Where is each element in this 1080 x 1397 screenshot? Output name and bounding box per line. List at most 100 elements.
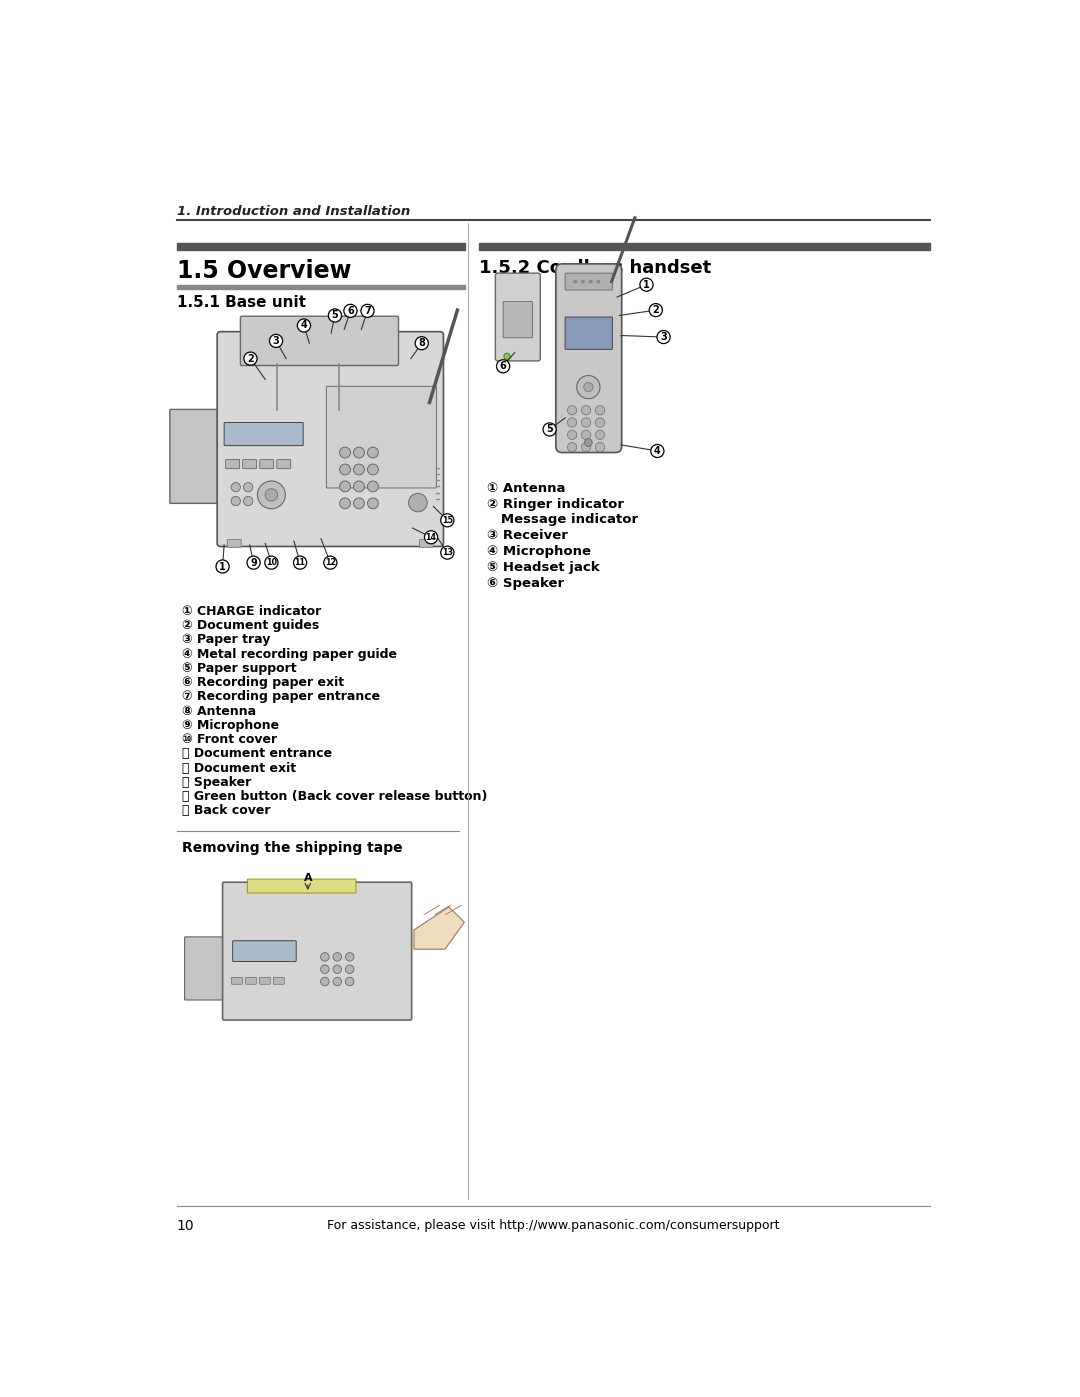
Circle shape xyxy=(361,305,374,317)
Circle shape xyxy=(257,481,285,509)
Text: 1.5.1 Base unit: 1.5.1 Base unit xyxy=(177,295,306,310)
Text: 7: 7 xyxy=(364,306,370,316)
Text: ⑦ Recording paper entrance: ⑦ Recording paper entrance xyxy=(181,690,380,704)
Text: 4: 4 xyxy=(654,446,661,455)
Polygon shape xyxy=(414,907,464,949)
Circle shape xyxy=(567,443,577,451)
Text: ⑨ Microphone: ⑨ Microphone xyxy=(181,719,279,732)
FancyBboxPatch shape xyxy=(276,460,291,469)
Circle shape xyxy=(339,464,350,475)
Circle shape xyxy=(367,481,378,492)
Text: 1.5 Overview: 1.5 Overview xyxy=(177,258,351,282)
Text: ④ Metal recording paper guide: ④ Metal recording paper guide xyxy=(181,648,396,661)
Circle shape xyxy=(573,279,577,284)
Text: 9: 9 xyxy=(251,557,257,567)
FancyBboxPatch shape xyxy=(226,460,240,469)
Circle shape xyxy=(216,560,229,573)
Text: 14: 14 xyxy=(426,532,436,542)
FancyBboxPatch shape xyxy=(227,539,241,548)
FancyBboxPatch shape xyxy=(419,539,433,548)
FancyBboxPatch shape xyxy=(259,978,270,985)
Circle shape xyxy=(346,978,354,986)
Circle shape xyxy=(328,309,341,323)
Text: ④ Microphone: ④ Microphone xyxy=(487,545,591,557)
FancyBboxPatch shape xyxy=(232,940,296,961)
Text: ⑩ Front cover: ⑩ Front cover xyxy=(181,733,276,746)
Circle shape xyxy=(567,405,577,415)
Bar xyxy=(480,243,930,250)
Circle shape xyxy=(321,965,329,974)
Circle shape xyxy=(367,447,378,458)
Text: ⑮ Back cover: ⑮ Back cover xyxy=(181,805,270,817)
Circle shape xyxy=(321,978,329,986)
Text: 6: 6 xyxy=(500,362,507,372)
Text: ⑤ Paper support: ⑤ Paper support xyxy=(181,662,296,675)
FancyBboxPatch shape xyxy=(247,879,356,893)
Circle shape xyxy=(333,965,341,974)
Bar xyxy=(177,243,465,250)
FancyBboxPatch shape xyxy=(225,422,303,446)
Circle shape xyxy=(567,418,577,427)
Circle shape xyxy=(640,278,653,291)
Circle shape xyxy=(584,439,592,447)
Circle shape xyxy=(266,489,278,502)
Text: 13: 13 xyxy=(442,548,453,557)
Circle shape xyxy=(543,423,556,436)
Text: ⑭ Green button (Back cover release button): ⑭ Green button (Back cover release butto… xyxy=(181,791,487,803)
Circle shape xyxy=(567,430,577,440)
Circle shape xyxy=(589,279,593,284)
Text: 10: 10 xyxy=(266,559,276,567)
Circle shape xyxy=(657,331,670,344)
Circle shape xyxy=(367,464,378,475)
Circle shape xyxy=(353,447,364,458)
Circle shape xyxy=(595,443,605,451)
FancyBboxPatch shape xyxy=(556,264,622,453)
Text: 11: 11 xyxy=(295,559,306,567)
Text: ⑧ Antenna: ⑧ Antenna xyxy=(181,704,256,718)
Circle shape xyxy=(324,556,337,569)
Circle shape xyxy=(577,376,600,398)
Text: ⑥ Speaker: ⑥ Speaker xyxy=(487,577,564,590)
Text: ② Document guides: ② Document guides xyxy=(181,619,319,633)
Text: ① Antenna: ① Antenna xyxy=(487,482,565,495)
Text: For assistance, please visit http://www.panasonic.com/consumersupport: For assistance, please visit http://www.… xyxy=(327,1218,780,1232)
FancyBboxPatch shape xyxy=(273,978,284,985)
Circle shape xyxy=(651,444,664,458)
Text: A: A xyxy=(303,873,312,883)
Circle shape xyxy=(346,953,354,961)
Circle shape xyxy=(497,360,510,373)
Circle shape xyxy=(353,481,364,492)
Circle shape xyxy=(346,965,354,974)
Circle shape xyxy=(339,497,350,509)
FancyBboxPatch shape xyxy=(245,978,256,985)
Text: 1: 1 xyxy=(643,279,650,289)
Text: ⑤ Headset jack: ⑤ Headset jack xyxy=(487,560,599,574)
Circle shape xyxy=(333,978,341,986)
FancyBboxPatch shape xyxy=(565,317,612,349)
Circle shape xyxy=(339,447,350,458)
Text: ⑫ Document exit: ⑫ Document exit xyxy=(181,761,296,775)
Circle shape xyxy=(243,496,253,506)
FancyBboxPatch shape xyxy=(170,409,227,503)
Circle shape xyxy=(265,556,278,569)
Circle shape xyxy=(596,279,600,284)
Circle shape xyxy=(297,319,311,332)
FancyBboxPatch shape xyxy=(496,274,540,360)
Text: 3: 3 xyxy=(272,335,280,346)
FancyBboxPatch shape xyxy=(222,882,411,1020)
Circle shape xyxy=(649,303,662,317)
Circle shape xyxy=(321,953,329,961)
Circle shape xyxy=(231,482,241,492)
Bar xyxy=(177,285,465,289)
FancyBboxPatch shape xyxy=(217,331,444,546)
Circle shape xyxy=(343,305,357,317)
Circle shape xyxy=(504,353,510,359)
Text: ① CHARGE indicator: ① CHARGE indicator xyxy=(181,605,321,617)
Circle shape xyxy=(339,481,350,492)
Text: 1.5.2 Cordless handset: 1.5.2 Cordless handset xyxy=(480,258,712,277)
Text: 2: 2 xyxy=(247,353,254,363)
Text: 15: 15 xyxy=(442,515,453,525)
Text: 2: 2 xyxy=(652,305,659,316)
FancyBboxPatch shape xyxy=(503,302,532,338)
Circle shape xyxy=(581,443,591,451)
